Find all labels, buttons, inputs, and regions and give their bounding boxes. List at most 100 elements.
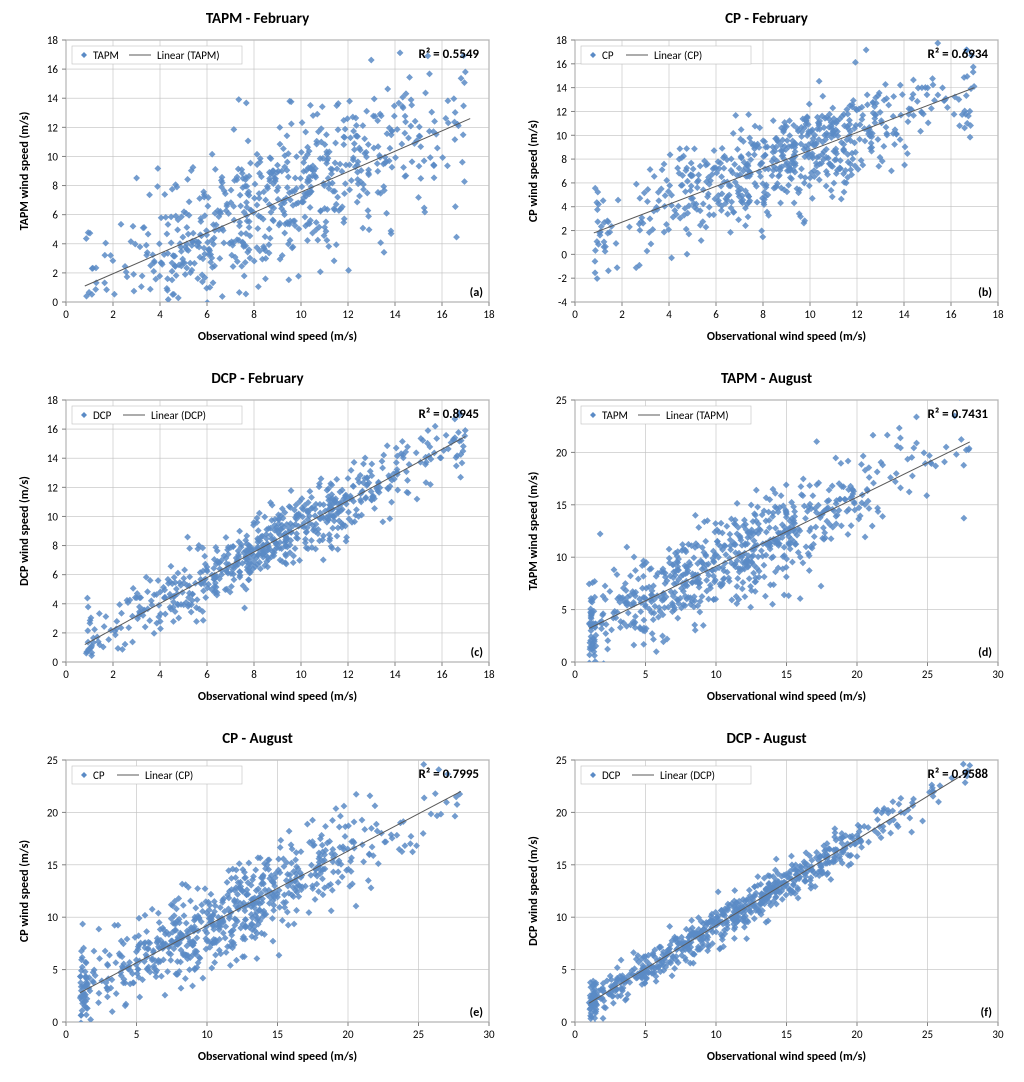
panel-letter: (b) bbox=[978, 286, 992, 300]
y-axis-label: CP wind speed (m/s) bbox=[527, 120, 541, 222]
chart-panel-c: DCP - February02468101214161802468101214… bbox=[10, 370, 505, 712]
svg-text:0: 0 bbox=[52, 656, 58, 669]
trend-line bbox=[594, 88, 975, 233]
x-axis-label: Observational wind speed (m/s) bbox=[198, 690, 357, 704]
r-squared-label: R² = 0.6934 bbox=[928, 47, 989, 62]
svg-text:20: 20 bbox=[556, 806, 568, 819]
svg-text:12: 12 bbox=[851, 308, 863, 321]
svg-text:4: 4 bbox=[52, 598, 58, 611]
svg-text:5: 5 bbox=[643, 668, 649, 681]
legend-series-label: TAPM bbox=[602, 409, 628, 422]
svg-text:-2: -2 bbox=[558, 272, 567, 285]
legend-line-label: Linear (CP) bbox=[145, 769, 193, 782]
chart-grid: TAPM - February0246810121416180246810121… bbox=[10, 10, 1014, 1072]
x-axis-label: Observational wind speed (m/s) bbox=[198, 330, 357, 344]
svg-text:25: 25 bbox=[556, 394, 567, 407]
svg-text:15: 15 bbox=[272, 1028, 283, 1041]
svg-text:18: 18 bbox=[483, 668, 495, 681]
svg-text:6: 6 bbox=[52, 209, 58, 222]
svg-text:6: 6 bbox=[561, 177, 567, 190]
svg-text:8: 8 bbox=[52, 180, 58, 193]
svg-text:5: 5 bbox=[561, 964, 567, 977]
svg-text:25: 25 bbox=[413, 1028, 424, 1041]
svg-text:0: 0 bbox=[572, 308, 578, 321]
scatter-plot: 024681012141618024681012141618R² = 0.554… bbox=[10, 32, 505, 352]
svg-text:16: 16 bbox=[47, 63, 59, 76]
chart-title: DCP - August bbox=[519, 730, 1014, 748]
trend-line bbox=[80, 791, 461, 992]
chart-panel-b: CP - February024681012141618-4-202468101… bbox=[519, 10, 1014, 352]
svg-text:14: 14 bbox=[898, 308, 910, 321]
svg-text:30: 30 bbox=[992, 1028, 1004, 1041]
svg-text:10: 10 bbox=[295, 668, 307, 681]
trend-line bbox=[589, 770, 970, 1003]
r-squared-label: R² = 0.8945 bbox=[419, 407, 479, 422]
legend-line-label: Linear (DCP) bbox=[660, 769, 715, 782]
legend: DCPLinear (DCP) bbox=[581, 766, 751, 784]
legend-line-label: Linear (TAPM) bbox=[157, 49, 220, 62]
svg-text:16: 16 bbox=[556, 58, 568, 71]
svg-text:10: 10 bbox=[47, 510, 59, 523]
scatter-plot: 0510152025300510152025R² = 0.7995(e)CPLi… bbox=[10, 752, 505, 1072]
svg-text:5: 5 bbox=[134, 1028, 140, 1041]
y-axis-label: TAPM wind speed (m/s) bbox=[18, 112, 32, 231]
svg-text:10: 10 bbox=[201, 1028, 213, 1041]
svg-text:18: 18 bbox=[47, 34, 59, 47]
svg-text:6: 6 bbox=[52, 569, 58, 582]
legend-series-label: CP bbox=[93, 769, 105, 782]
svg-text:10: 10 bbox=[47, 911, 59, 924]
svg-text:10: 10 bbox=[710, 668, 722, 681]
svg-text:30: 30 bbox=[992, 668, 1004, 681]
legend: CP Linear (CP) bbox=[72, 766, 242, 784]
svg-text:0: 0 bbox=[572, 668, 578, 681]
svg-text:25: 25 bbox=[922, 668, 933, 681]
svg-text:10: 10 bbox=[556, 129, 568, 142]
svg-text:4: 4 bbox=[52, 238, 58, 251]
svg-text:15: 15 bbox=[556, 499, 567, 512]
svg-text:15: 15 bbox=[781, 1028, 792, 1041]
chart-panel-d: TAPM - August0510152025300510152025R² = … bbox=[519, 370, 1014, 712]
svg-text:18: 18 bbox=[483, 308, 495, 321]
svg-text:8: 8 bbox=[251, 668, 257, 681]
chart-title: DCP - February bbox=[10, 370, 505, 388]
svg-text:10: 10 bbox=[295, 308, 307, 321]
svg-text:14: 14 bbox=[47, 452, 59, 465]
svg-text:12: 12 bbox=[47, 481, 59, 494]
svg-text:10: 10 bbox=[47, 150, 59, 163]
x-axis-label: Observational wind speed (m/s) bbox=[198, 1050, 357, 1064]
scatter-plot: 024681012141618-4-2024681012141618R² = 0… bbox=[519, 32, 1014, 352]
svg-text:10: 10 bbox=[710, 1028, 722, 1041]
svg-text:12: 12 bbox=[342, 668, 354, 681]
svg-text:18: 18 bbox=[47, 394, 59, 407]
scatter-points bbox=[82, 50, 468, 352]
svg-text:16: 16 bbox=[47, 423, 59, 436]
svg-text:10: 10 bbox=[556, 911, 568, 924]
r-squared-label: R² = 0.7995 bbox=[419, 767, 479, 782]
svg-text:4: 4 bbox=[666, 308, 672, 321]
y-axis-label: DCP wind speed (m/s) bbox=[527, 836, 541, 946]
panel-letter: (a) bbox=[470, 286, 483, 300]
svg-text:14: 14 bbox=[389, 308, 401, 321]
panel-letter: (e) bbox=[469, 1006, 483, 1020]
legend-series-label: DCP bbox=[93, 409, 112, 422]
panel-letter: (c) bbox=[471, 646, 484, 660]
svg-text:18: 18 bbox=[992, 308, 1004, 321]
svg-text:-4: -4 bbox=[558, 296, 567, 309]
svg-text:0: 0 bbox=[63, 668, 69, 681]
legend-line-label: Linear (CP) bbox=[654, 49, 702, 62]
svg-text:8: 8 bbox=[251, 308, 257, 321]
svg-text:25: 25 bbox=[922, 1028, 933, 1041]
svg-text:0: 0 bbox=[561, 1016, 567, 1029]
panel-letter: (d) bbox=[978, 646, 992, 660]
svg-text:4: 4 bbox=[561, 201, 567, 214]
scatter-points bbox=[592, 40, 978, 282]
svg-text:10: 10 bbox=[556, 551, 568, 564]
trend-line bbox=[589, 442, 970, 629]
scatter-points bbox=[586, 394, 972, 683]
svg-text:15: 15 bbox=[781, 668, 792, 681]
svg-text:0: 0 bbox=[52, 296, 58, 309]
x-axis-label: Observational wind speed (m/s) bbox=[707, 1050, 866, 1064]
svg-text:25: 25 bbox=[556, 754, 567, 767]
legend-series-label: CP bbox=[602, 49, 614, 62]
svg-text:0: 0 bbox=[63, 308, 69, 321]
